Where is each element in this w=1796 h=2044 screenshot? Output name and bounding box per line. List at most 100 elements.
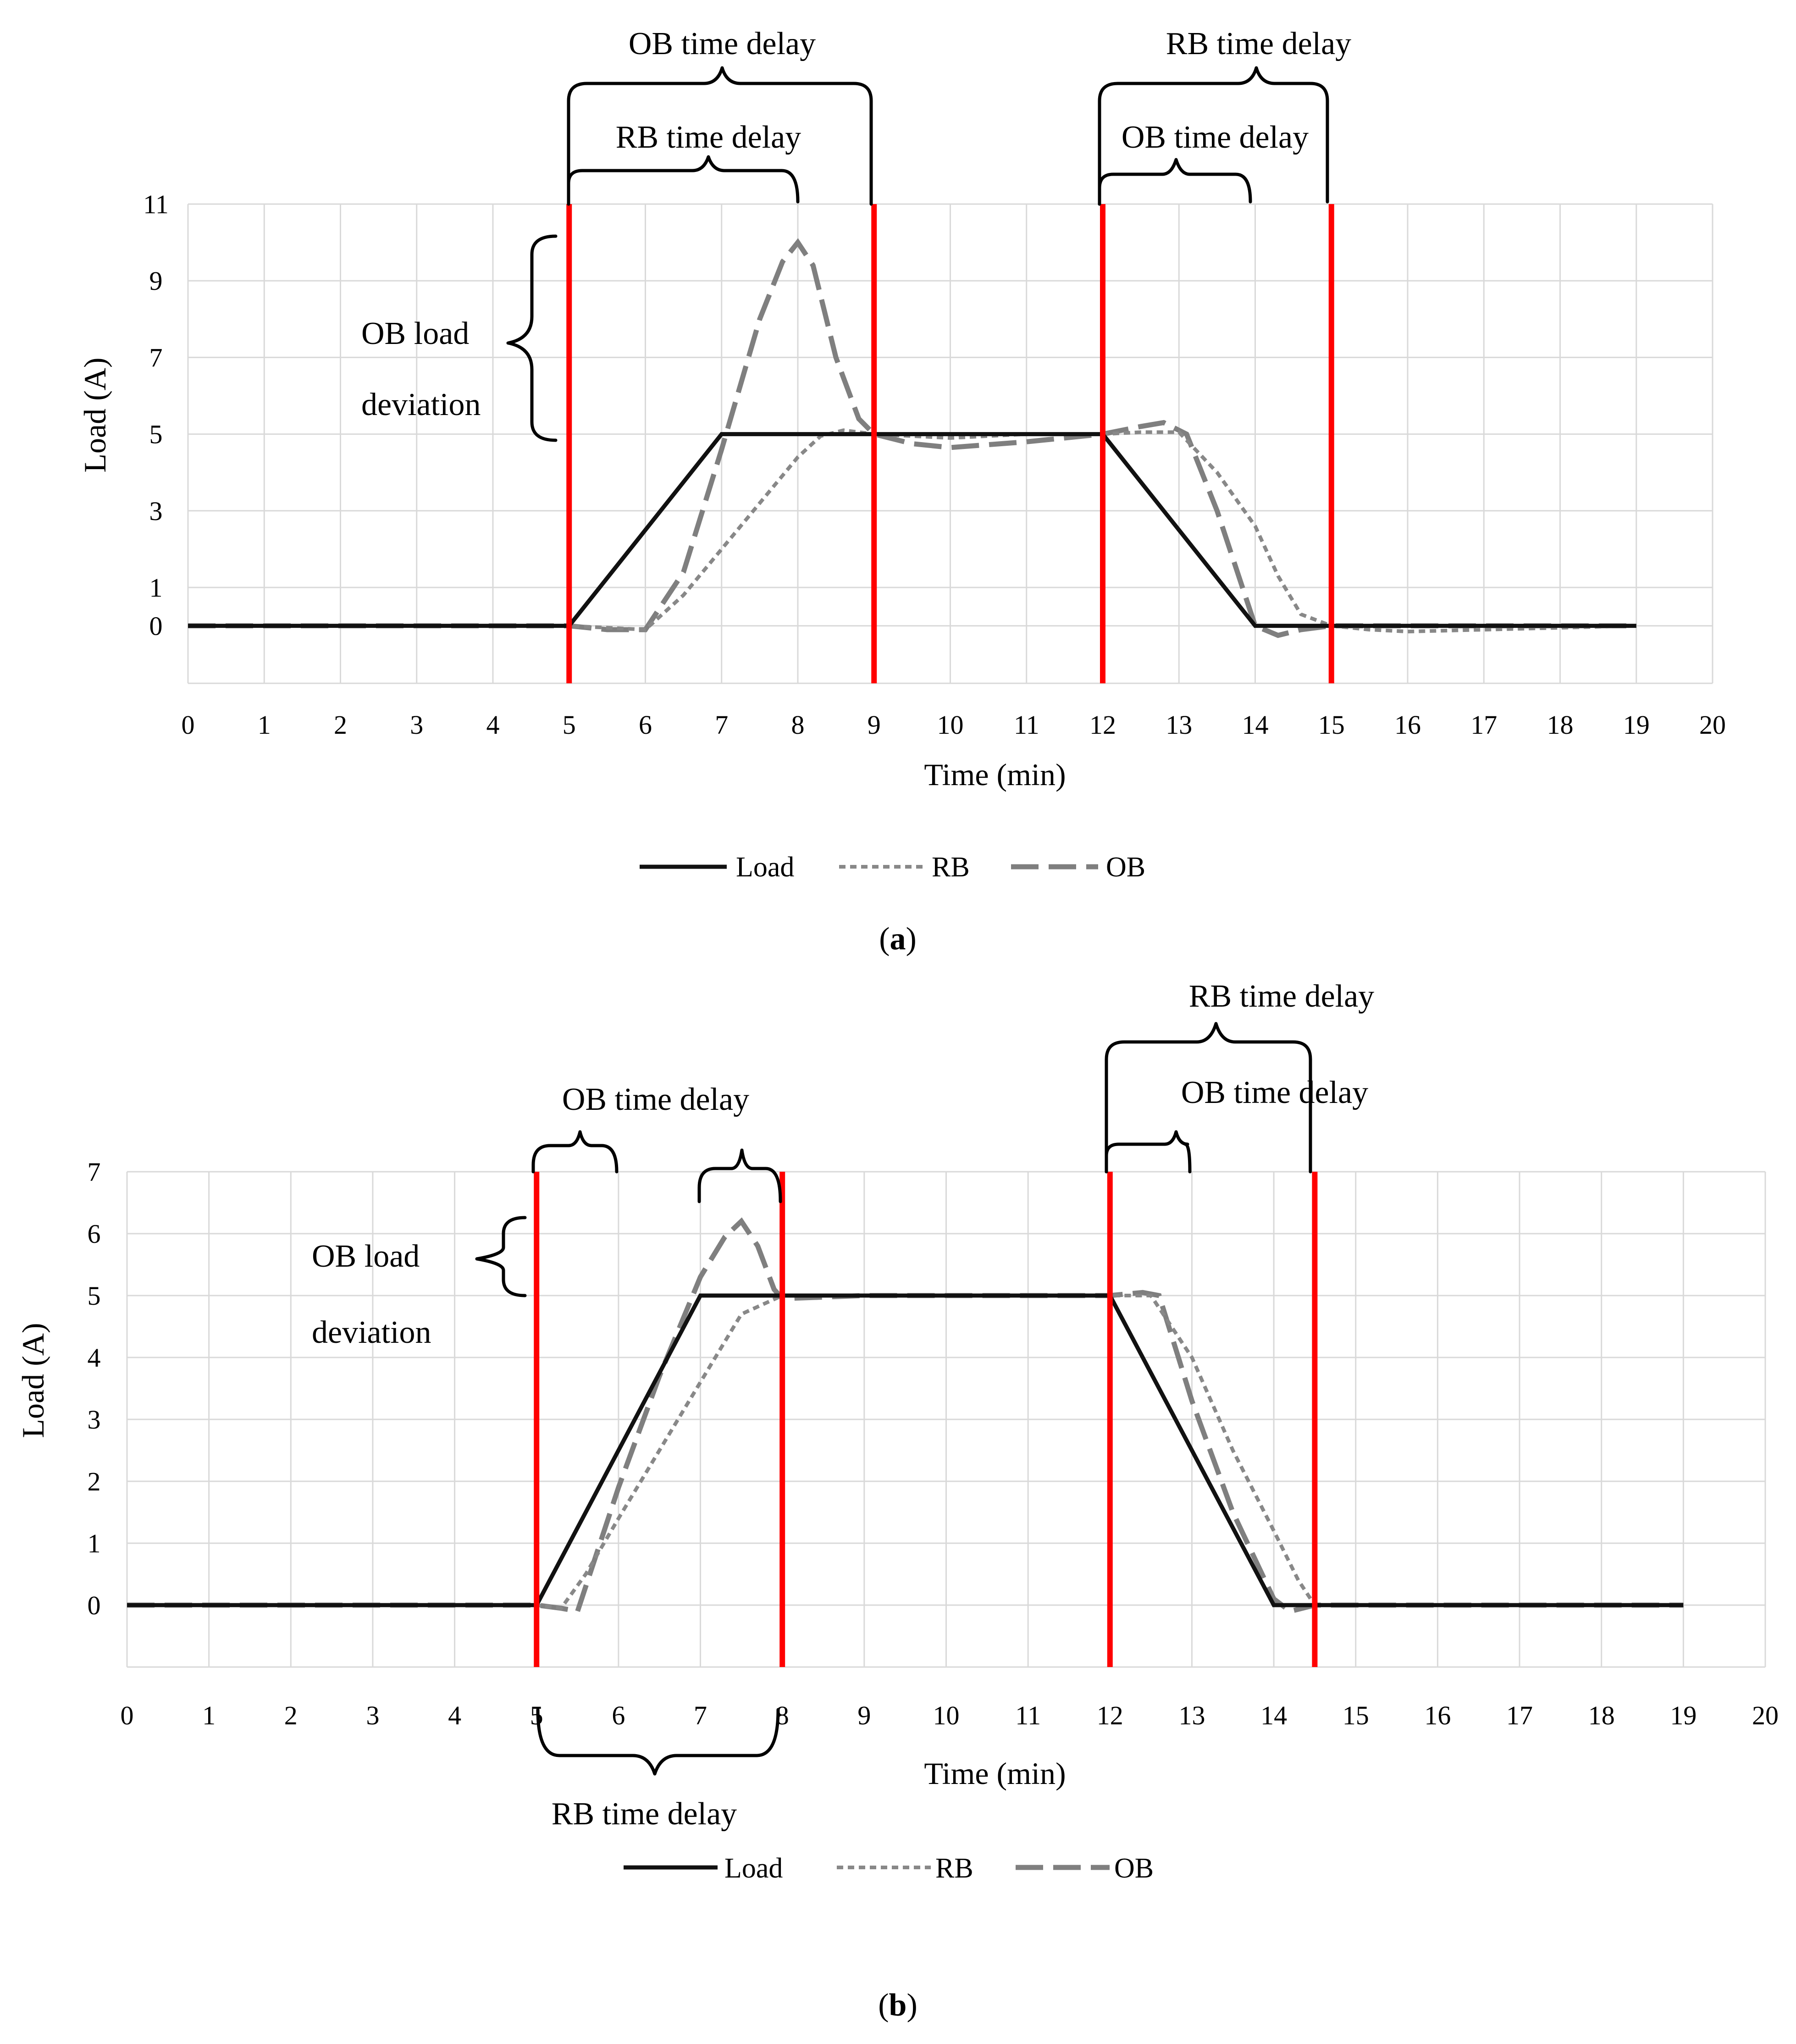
chart-b-y-tick-5: 5 [88, 1281, 101, 1311]
chart-b-x-tick-10: 10 [933, 1701, 960, 1730]
chart-b-brace-top-middle [697, 1148, 782, 1203]
chart-b-caption: (b) [878, 1988, 917, 2023]
chart-b-brace-load-deviation [475, 1216, 527, 1297]
chart-a-annotation-top-left-inner: RB time delay [616, 120, 801, 155]
chart-b-x-tick-19: 19 [1670, 1701, 1697, 1730]
chart-a-x-tick-labels: 0 1 2 3 4 5 6 7 8 9 10 11 12 13 14 15 16 17 18 19 20 [182, 710, 1726, 740]
chart-b-annotation-load-dev-2: deviation [312, 1315, 431, 1350]
chart-b-annotation-top-left: OB time delay [562, 1082, 749, 1117]
chart-b-x-tick-15: 15 [1343, 1701, 1369, 1730]
chart-a-x-tick-13: 13 [1166, 710, 1192, 740]
chart-a-x-tick-12: 12 [1089, 710, 1116, 740]
chart-a-legend: Load RB OB [640, 852, 1145, 883]
chart-b-x-tick-16: 16 [1424, 1701, 1451, 1730]
chart-b-x-tick-13: 13 [1178, 1701, 1205, 1730]
chart-b-x-tick-3: 3 [366, 1701, 379, 1730]
chart-b-x-tick-1: 1 [202, 1701, 216, 1730]
chart-b-x-tick-0: 0 [121, 1701, 134, 1730]
chart-b: 0 1 2 3 4 5 6 7 8 9 10 11 12 13 14 15 16 17 18 19 20 0123456… [16, 979, 1779, 2023]
chart-b-legend-load-label: Load [724, 1853, 783, 1884]
chart-b-legend-ob-label: OB [1114, 1853, 1154, 1884]
chart-b-x-tick-17: 17 [1506, 1701, 1533, 1730]
chart-b-y-tick-labels: 0 1 2 3 4 5 6 7 [88, 1157, 101, 1620]
chart-a-x-tick-10: 10 [937, 710, 964, 740]
chart-a-series-rb [188, 428, 1636, 634]
chart-a-red-markers [566, 204, 1334, 683]
chart-a-x-tick-5: 5 [563, 710, 576, 740]
chart-b-brace-top-right-outer [1105, 1022, 1312, 1174]
chart-a-x-tick-19: 19 [1623, 710, 1650, 740]
chart-b-y-tick-4: 4 [88, 1343, 101, 1373]
chart-a-brace-top-right-outer [1098, 66, 1329, 206]
chart-b-series-ob [127, 1217, 1684, 1614]
chart-b-annotation-top-right-outer: RB time delay [1189, 979, 1374, 1014]
chart-a: 0 1 2 3 4 5 6 7 8 9 10 11 12 13 14 15 16 17 18 19 20 0135791… [77, 26, 1726, 957]
chart-b-brace-top-left [531, 1130, 619, 1174]
chart-a-gridlines [187, 203, 1713, 684]
chart-a-x-tick-1: 1 [258, 710, 271, 740]
chart-a-x-tick-3: 3 [410, 710, 423, 740]
chart-a-ylabel: Load (A) [77, 357, 112, 472]
chart-a-x-tick-7: 7 [715, 710, 728, 740]
chart-a-brace-top-left-outer [567, 66, 873, 206]
chart-a-series [188, 238, 1636, 638]
chart-b-xlabel: Time (min) [924, 1756, 1066, 1791]
chart-a-xlabel: Time (min) [924, 757, 1066, 792]
chart-b-y-tick-3: 3 [88, 1405, 101, 1435]
chart-a-legend-rb-label: RB [932, 852, 970, 883]
chart-a-x-tick-16: 16 [1394, 710, 1421, 740]
chart-a-x-tick-9: 9 [868, 710, 881, 740]
chart-b-x-tick-9: 9 [857, 1701, 871, 1730]
chart-b-y-tick-7: 7 [88, 1157, 101, 1187]
chart-a-y-tick-0: 0 [149, 611, 163, 641]
chart-a-y-tick-3: 5 [149, 420, 163, 449]
chart-b-annotation-top-right-inner: OB time delay [1181, 1075, 1368, 1110]
chart-a-x-tick-15: 15 [1318, 710, 1345, 740]
chart-a-y-tick-4: 7 [149, 343, 163, 372]
chart-b-annotation-bottom-left: RB time delay [552, 1796, 737, 1832]
chart-a-caption: (a) [879, 921, 917, 957]
chart-a-x-tick-8: 8 [791, 710, 805, 740]
chart-b-brace-bottom-left [536, 1708, 780, 1776]
chart-a-x-tick-14: 14 [1242, 710, 1269, 740]
chart-a-x-tick-0: 0 [182, 710, 195, 740]
chart-a-y-tick-5: 9 [149, 266, 163, 296]
chart-b-x-tick-11: 11 [1015, 1701, 1041, 1730]
chart-a-brace-top-right-inner [1098, 158, 1252, 206]
chart-a-annotation-top-left-outer: OB time delay [629, 26, 816, 61]
chart-b-x-tick-7: 7 [694, 1701, 707, 1730]
chart-a-legend-ob-label: OB [1106, 852, 1145, 883]
chart-a-x-tick-6: 6 [639, 710, 652, 740]
chart-b-x-tick-6: 6 [612, 1701, 625, 1730]
chart-b-y-tick-1: 1 [88, 1529, 101, 1558]
chart-b-x-tick-18: 18 [1588, 1701, 1615, 1730]
chart-b-annotation-load-dev-1: OB load [312, 1239, 420, 1274]
chart-b-y-tick-2: 2 [88, 1467, 101, 1496]
chart-b-legend-rb-label: RB [935, 1853, 973, 1884]
chart-b-brace-top-right-inner [1105, 1130, 1192, 1174]
chart-b-x-tick-4: 4 [448, 1701, 461, 1730]
chart-b-red-markers [534, 1172, 1318, 1667]
chart-a-x-tick-20: 20 [1699, 710, 1726, 740]
chart-a-annotation-load-dev-1: OB load [361, 316, 469, 351]
chart-a-annotation-load-dev-2: deviation [361, 387, 481, 422]
chart-a-brace-top-left-inner [567, 155, 800, 206]
chart-b-series-load [127, 1293, 1684, 1607]
chart-b-x-tick-12: 12 [1097, 1701, 1123, 1730]
chart-a-x-tick-18: 18 [1547, 710, 1574, 740]
chart-a-x-tick-17: 17 [1470, 710, 1497, 740]
chart-a-x-tick-4: 4 [486, 710, 500, 740]
chart-a-brace-load-deviation [506, 234, 558, 442]
chart-a-x-tick-2: 2 [334, 710, 347, 740]
chart-a-y-tick-1: 1 [149, 573, 163, 603]
chart-b-legend: Load RB OB [624, 1853, 1154, 1884]
chart-b-x-tick-20: 20 [1752, 1701, 1779, 1730]
chart-b-ylabel: Load (A) [16, 1323, 50, 1438]
chart-a-annotation-top-right-outer: RB time delay [1166, 26, 1351, 61]
chart-b-y-tick-0: 0 [88, 1590, 101, 1620]
chart-b-x-tick-labels: 0 1 2 3 4 5 6 7 8 9 10 11 12 13 14 15 16 17 18 19 20 [121, 1701, 1779, 1730]
chart-a-y-tick-labels: 0 1 3 5 7 9 11 [143, 189, 169, 641]
chart-b-series [127, 1217, 1684, 1614]
chart-b-gridlines [126, 1171, 1766, 1668]
